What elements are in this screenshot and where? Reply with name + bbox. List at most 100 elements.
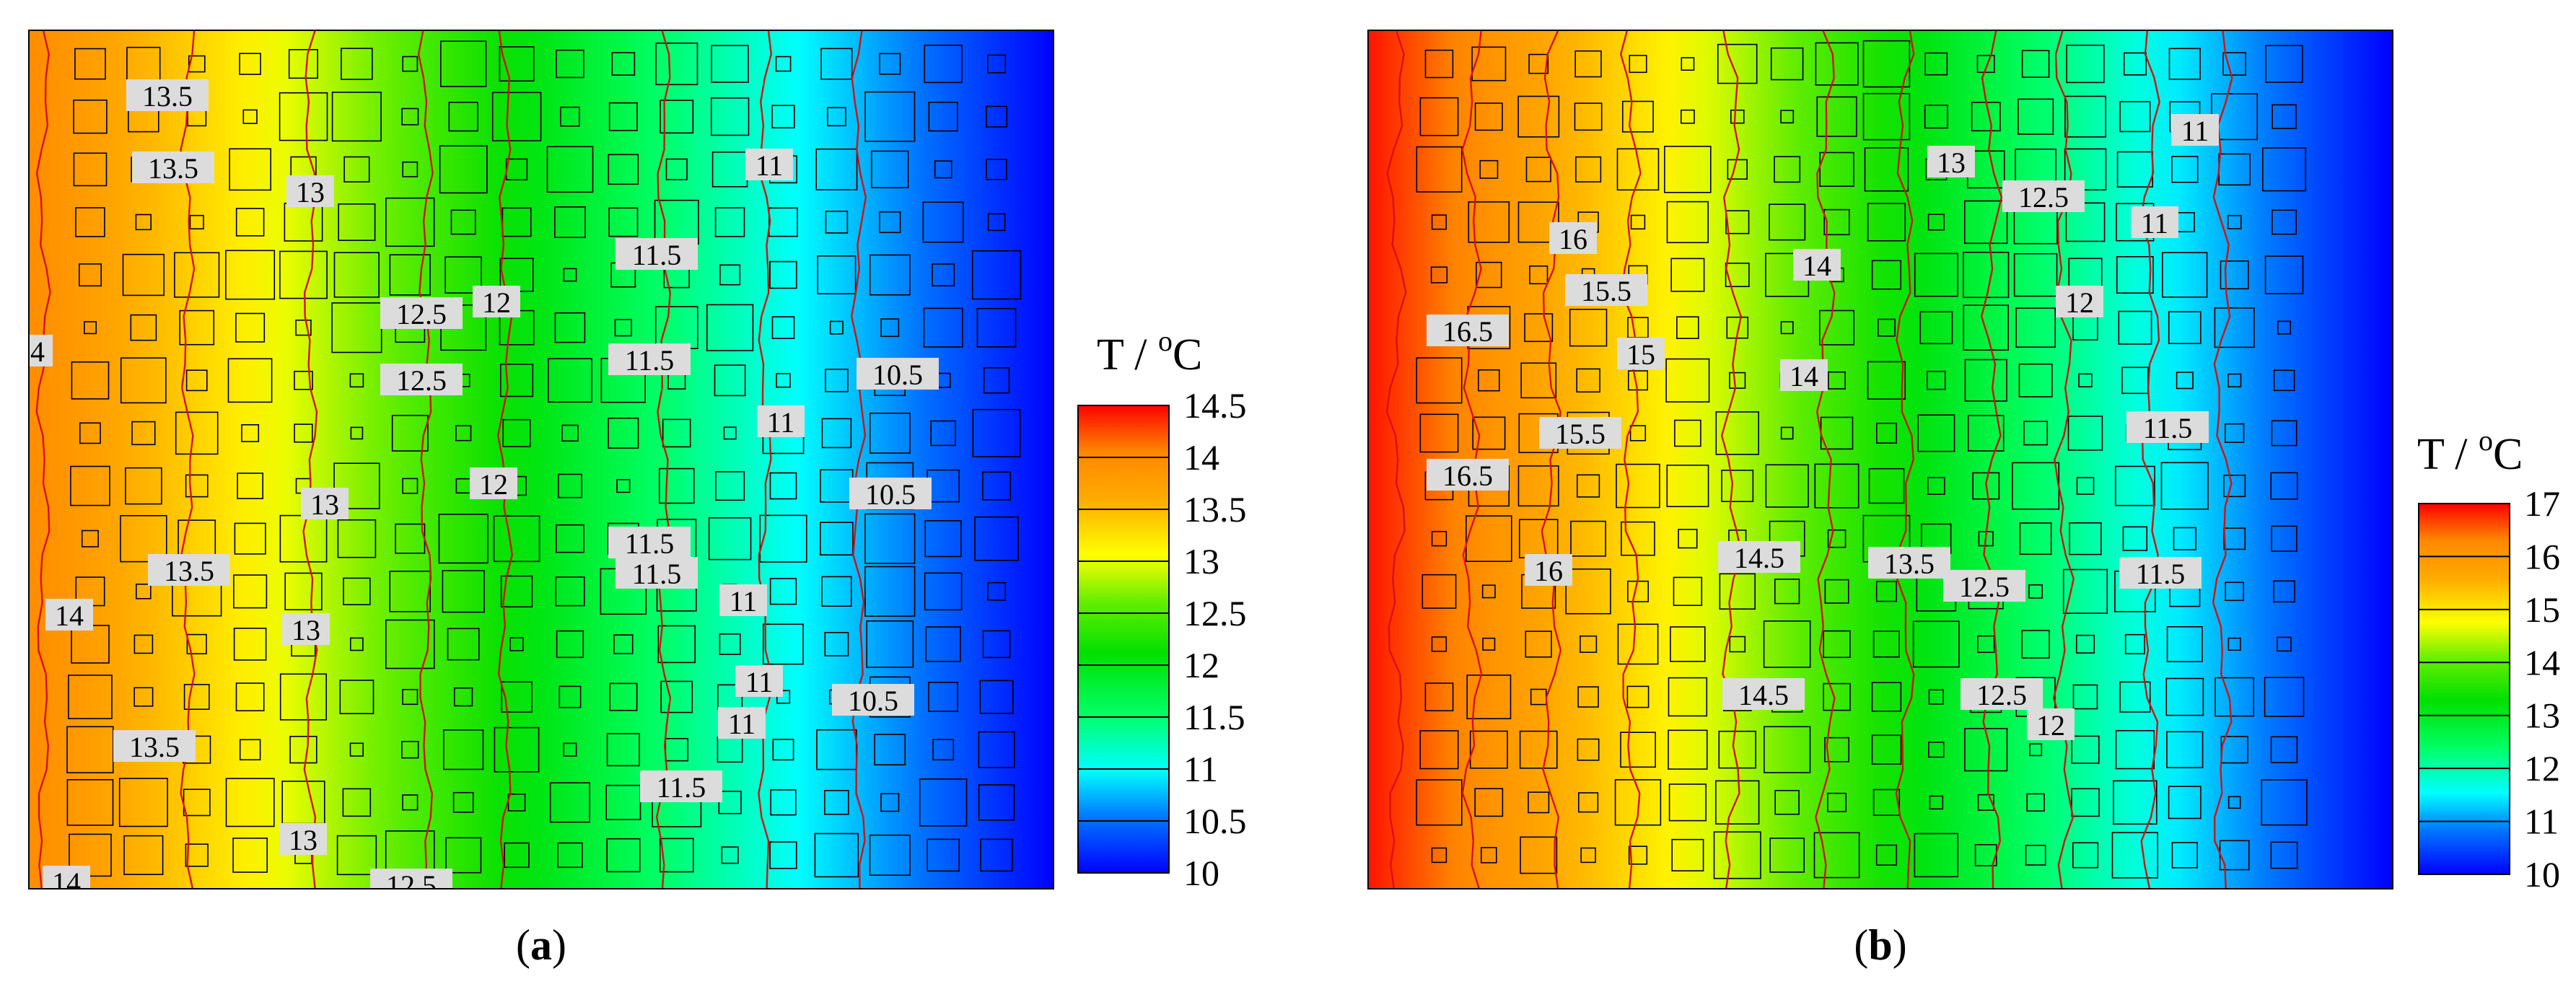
pore-cell: [2029, 743, 2043, 757]
pore-cell: [1730, 109, 1745, 124]
pore-cell: [2225, 423, 2245, 443]
isotherm-line: [1720, 30, 1743, 889]
pore-cell: [821, 576, 852, 607]
pore-cell: [1780, 426, 1794, 440]
pore-cell: [453, 687, 473, 707]
contour-label-text: 13.5: [142, 80, 193, 113]
pore-cell: [1823, 682, 1851, 711]
pore-cell: [864, 566, 916, 617]
pore-cell: [1823, 630, 1851, 659]
pore-cell: [2173, 527, 2196, 550]
pore-cell: [1520, 362, 1557, 399]
pore-cell: [1664, 146, 1712, 193]
pore-cell: [987, 213, 1006, 232]
pore-cell: [817, 255, 857, 294]
pore-cell: [1628, 370, 1649, 391]
contour-label-text: 11: [755, 149, 784, 182]
isotherm-line: [35, 30, 51, 889]
pore-cell: [1867, 361, 1906, 400]
contour-label: 16: [1549, 222, 1597, 255]
pore-cell: [825, 211, 849, 234]
contour-label: 11: [719, 584, 767, 618]
pore-cell: [185, 843, 209, 867]
pore-cell: [2265, 45, 2303, 83]
pore-cell: [934, 160, 952, 179]
contour-label: 11.5: [608, 343, 691, 377]
pore-cell: [241, 423, 260, 442]
pore-cell: [1478, 369, 1500, 392]
pore-cell: [225, 250, 276, 300]
pore-cell: [1665, 358, 1710, 403]
pore-cell: [343, 577, 371, 606]
pore-cell: [616, 478, 631, 493]
contour-label-text: 13.5: [1884, 548, 1935, 580]
pore-cell: [608, 102, 638, 131]
pore-cell: [1668, 783, 1707, 822]
pore-cell: [608, 417, 639, 449]
pore-cell: [331, 92, 382, 142]
pore-cell: [1721, 470, 1754, 503]
pore-cell: [123, 835, 164, 875]
pore-cell: [2062, 568, 2108, 614]
pore-cell: [2227, 214, 2242, 229]
colorbar-a-tick-labels: 14.5 14 13.5 13 12.5 12 11.5 11 10.5 10: [1183, 385, 1247, 893]
pore-cell: [1666, 201, 1709, 244]
pore-cell: [771, 105, 795, 128]
panel-a-label: (a): [516, 921, 566, 969]
pore-cell: [444, 256, 483, 294]
pore-cell: [714, 364, 746, 397]
contour-label-text: 11: [2181, 115, 2209, 147]
pore-cell: [1616, 148, 1660, 191]
pore-cell: [2026, 793, 2045, 812]
pore-cell: [719, 264, 741, 286]
colorbar-tick-label: 17: [2524, 483, 2560, 524]
pore-cell: [279, 250, 328, 299]
pore-cell: [2270, 472, 2298, 500]
pore-cell: [452, 791, 474, 813]
pore-cell: [1868, 467, 1905, 504]
pore-cell: [660, 680, 693, 713]
pore-cell: [871, 150, 909, 189]
pore-cell: [710, 97, 750, 136]
pore-cell: [2166, 625, 2203, 662]
isotherm-line: [302, 30, 318, 889]
contour-label-text: 11: [745, 666, 774, 698]
pore-cell: [179, 309, 215, 346]
pore-cell: [2072, 842, 2099, 869]
pore-cell: [2111, 832, 2159, 879]
pore-cell: [2123, 52, 2147, 76]
contour-label-text: 12: [2065, 286, 2094, 319]
pore-cell: [66, 779, 114, 826]
pore-cell: [1864, 147, 1909, 192]
pore-cell: [605, 784, 641, 820]
contour-label: 13.5: [126, 79, 209, 113]
contour-label: 13: [282, 613, 330, 646]
pore-cell: [987, 581, 1007, 601]
colorbar-b-title: T / oC: [2417, 424, 2523, 479]
pore-cell: [389, 254, 431, 296]
pore-cell: [1681, 109, 1695, 124]
pore-cell: [1529, 265, 1548, 285]
pore-cell: [554, 312, 586, 343]
pore-cell: [1813, 832, 1860, 879]
pore-cell: [337, 519, 377, 558]
contour-label: 11.5: [615, 238, 698, 271]
pore-cell: [2227, 796, 2241, 809]
pore-cell: [657, 625, 696, 664]
pore-cell: [1977, 635, 1995, 654]
pore-cell: [2028, 584, 2043, 599]
contour-label: 12.5: [1961, 678, 2043, 711]
contour-label-text: 16: [1534, 555, 1563, 587]
pore-cell: [1875, 581, 1897, 602]
pore-cell: [1565, 568, 1611, 615]
pore-cell: [820, 48, 853, 80]
contour-label-text: 11.5: [632, 239, 682, 271]
pore-cell: [385, 619, 435, 669]
pore-cell: [1928, 689, 1945, 705]
contour-label: 14: [45, 599, 93, 632]
pore-cell: [556, 524, 584, 553]
contour-label: 11: [2171, 114, 2219, 147]
pore-cell: [1928, 742, 1945, 758]
pore-cell: [84, 321, 97, 335]
pore-cell: [1967, 415, 2005, 452]
